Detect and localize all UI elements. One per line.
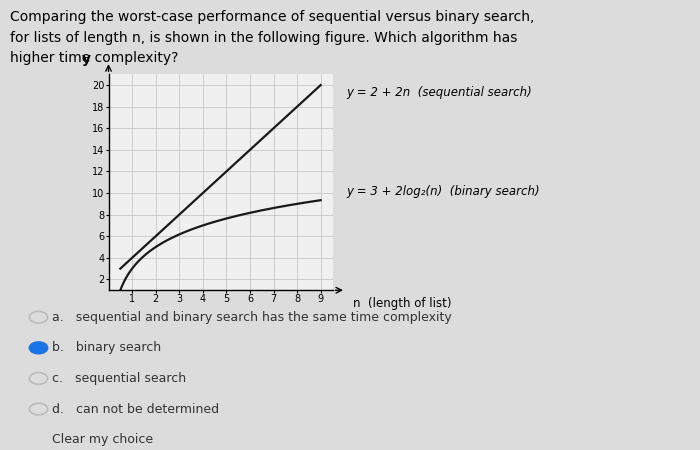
- Text: n  (length of list): n (length of list): [353, 297, 452, 310]
- Text: y = 2 + 2n  (sequential search): y = 2 + 2n (sequential search): [346, 86, 532, 99]
- Text: a.   sequential and binary search has the same time complexity: a. sequential and binary search has the …: [52, 311, 452, 324]
- Text: y = 3 + 2log₂(n)  (binary search): y = 3 + 2log₂(n) (binary search): [346, 185, 540, 198]
- Text: d.   can not be determined: d. can not be determined: [52, 403, 220, 415]
- Text: Comparing the worst-case performance of sequential versus binary search,: Comparing the worst-case performance of …: [10, 10, 535, 24]
- Text: c.   sequential search: c. sequential search: [52, 372, 187, 385]
- Text: b.   binary search: b. binary search: [52, 342, 162, 354]
- Text: Clear my choice: Clear my choice: [52, 433, 153, 446]
- Text: higher time complexity?: higher time complexity?: [10, 51, 179, 65]
- Text: y: y: [82, 52, 90, 66]
- Text: for lists of length n, is shown in the following figure. Which algorithm has: for lists of length n, is shown in the f…: [10, 31, 518, 45]
